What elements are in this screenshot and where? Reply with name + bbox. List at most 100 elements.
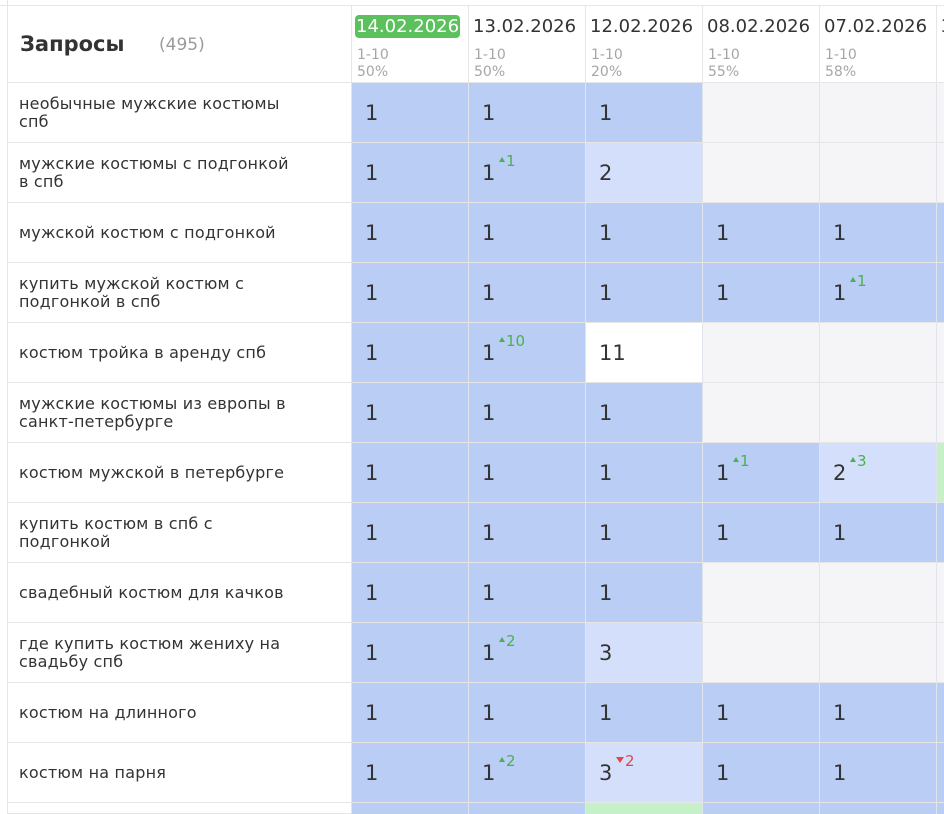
date-label[interactable]: 07.02.2026 — [824, 16, 928, 37]
position-cell[interactable] — [702, 383, 819, 443]
date-column-header[interactable]: 12.02.2026 1-10 20% — [585, 6, 702, 83]
position-cell[interactable]: 1 — [585, 203, 702, 263]
date-column-header[interactable]: 14.02.2026 1-10 50% — [351, 6, 468, 83]
position-cell[interactable]: 1 — [585, 563, 702, 623]
query-text[interactable]: костюм мужской в петербурге — [19, 462, 285, 482]
position-cell[interactable]: 1 — [585, 263, 702, 323]
query-text[interactable]: необычные мужские костюмы спб — [19, 93, 280, 131]
position-cell[interactable] — [819, 383, 936, 443]
position-cell[interactable]: 1 — [351, 623, 468, 683]
position-cell[interactable]: 1 — [351, 683, 468, 743]
position-cell[interactable]: 1 — [702, 263, 819, 323]
position-cell[interactable] — [936, 683, 944, 743]
date-label[interactable]: 13.02.2026 — [473, 16, 577, 37]
position-cell[interactable]: 1 — [468, 203, 585, 263]
date-label[interactable]: 3 — [940, 15, 944, 38]
position-cell[interactable]: 1 — [351, 323, 468, 383]
position-cell[interactable]: 1 — [351, 203, 468, 263]
query-text[interactable]: где купить костюм жениху на свадьбу спб — [19, 633, 281, 671]
position-cell[interactable] — [819, 143, 936, 203]
query-row[interactable]: мужской костюм с подгонкой — [8, 203, 351, 263]
position-cell[interactable]: 1 — [819, 203, 936, 263]
date-label[interactable]: 12.02.2026 — [590, 16, 694, 37]
position-cell[interactable] — [819, 563, 936, 623]
position-cell[interactable]: 1 — [702, 743, 819, 803]
position-cell[interactable]: 1 — [819, 743, 936, 803]
query-text[interactable]: свадебный костюм для качков — [19, 582, 284, 602]
position-cell[interactable] — [936, 203, 944, 263]
date-label[interactable]: 08.02.2026 — [707, 16, 811, 37]
position-cell[interactable]: 1 — [585, 83, 702, 143]
position-cell[interactable]: 1 — [468, 563, 585, 623]
position-cell[interactable]: 2 — [585, 143, 702, 203]
position-cell[interactable]: 1 — [468, 503, 585, 563]
position-cell[interactable]: 1 10 — [468, 323, 585, 383]
position-cell[interactable] — [936, 383, 944, 443]
position-cell[interactable]: 1 — [351, 743, 468, 803]
position-cell[interactable]: 1 — [819, 683, 936, 743]
position-cell[interactable]: 1 — [585, 383, 702, 443]
position-cell[interactable] — [702, 323, 819, 383]
query-text[interactable]: костюм на парня — [19, 762, 167, 782]
date-label[interactable]: 14.02.2026 — [355, 15, 461, 38]
query-row[interactable]: свадебный костюм для качков — [8, 563, 351, 623]
query-text[interactable]: мужские костюмы с подгонкой в спб — [19, 153, 289, 191]
query-row[interactable]: где купить костюм жениху на свадьбу спб — [8, 623, 351, 683]
query-row[interactable]: купить костюм в спб с подгонкой — [8, 503, 351, 563]
position-cell[interactable] — [936, 323, 944, 383]
query-row[interactable]: костюм тройка в аренду спб — [8, 323, 351, 383]
position-cell[interactable]: 1 — [702, 203, 819, 263]
position-cell[interactable]: 1 — [351, 443, 468, 503]
position-cell[interactable]: 11 — [585, 323, 702, 383]
position-cell[interactable]: 1 — [468, 83, 585, 143]
position-cell[interactable] — [936, 263, 944, 323]
position-cell[interactable] — [702, 83, 819, 143]
query-row[interactable]: костюм мужской в петербурге — [8, 443, 351, 503]
queries-title[interactable]: Запросы — [20, 32, 125, 56]
position-cell[interactable]: 1 — [702, 683, 819, 743]
position-cell[interactable] — [936, 443, 944, 503]
position-cell[interactable] — [819, 323, 936, 383]
query-text[interactable]: костюм тройка в аренду спб — [19, 342, 267, 362]
query-text[interactable]: купить костюм в спб с подгонкой — [19, 513, 213, 551]
date-column-header[interactable]: 08.02.2026 1-10 55% — [702, 6, 819, 83]
position-cell[interactable] — [819, 83, 936, 143]
position-cell[interactable]: 1 — [351, 563, 468, 623]
position-cell[interactable]: 1 — [468, 443, 585, 503]
position-cell[interactable]: 1 — [351, 503, 468, 563]
date-column-header[interactable]: 13.02.2026 1-10 50% — [468, 6, 585, 83]
date-column-header[interactable]: 3 — [936, 6, 944, 83]
position-cell[interactable] — [936, 623, 944, 683]
query-row[interactable]: мужские костюмы с подгонкой в спб — [8, 143, 351, 203]
position-cell[interactable]: 3 — [585, 623, 702, 683]
query-text[interactable]: костюм на длинного — [19, 702, 197, 722]
query-row[interactable]: костюм на длинного — [8, 683, 351, 743]
date-column-header[interactable]: 07.02.2026 1-10 58% — [819, 6, 936, 83]
query-text[interactable]: купить мужской костюм с подгонкой в спб — [19, 273, 245, 311]
position-cell[interactable]: 1 — [585, 443, 702, 503]
position-cell[interactable]: 1 — [351, 263, 468, 323]
query-row[interactable]: купить мужской костюм с подгонкой в спб — [8, 263, 351, 323]
query-row[interactable]: мужские костюмы из европы в санкт-петерб… — [8, 383, 351, 443]
position-cell[interactable] — [702, 563, 819, 623]
query-text[interactable]: мужской костюм с подгонкой — [19, 222, 276, 242]
position-cell[interactable] — [936, 503, 944, 563]
query-row[interactable]: костюм на парня — [8, 743, 351, 803]
query-row[interactable]: необычные мужские костюмы спб — [8, 83, 351, 143]
position-cell[interactable]: 1 — [351, 383, 468, 443]
position-cell[interactable]: 1 — [351, 83, 468, 143]
position-cell[interactable]: 1 — [468, 263, 585, 323]
position-cell[interactable]: 1 — [585, 503, 702, 563]
position-cell[interactable]: 1 — [468, 683, 585, 743]
position-cell[interactable]: 1 — [585, 683, 702, 743]
position-cell[interactable]: 1 — [819, 503, 936, 563]
position-cell[interactable]: 1 — [702, 503, 819, 563]
position-cell[interactable] — [702, 143, 819, 203]
position-cell[interactable] — [936, 743, 944, 803]
